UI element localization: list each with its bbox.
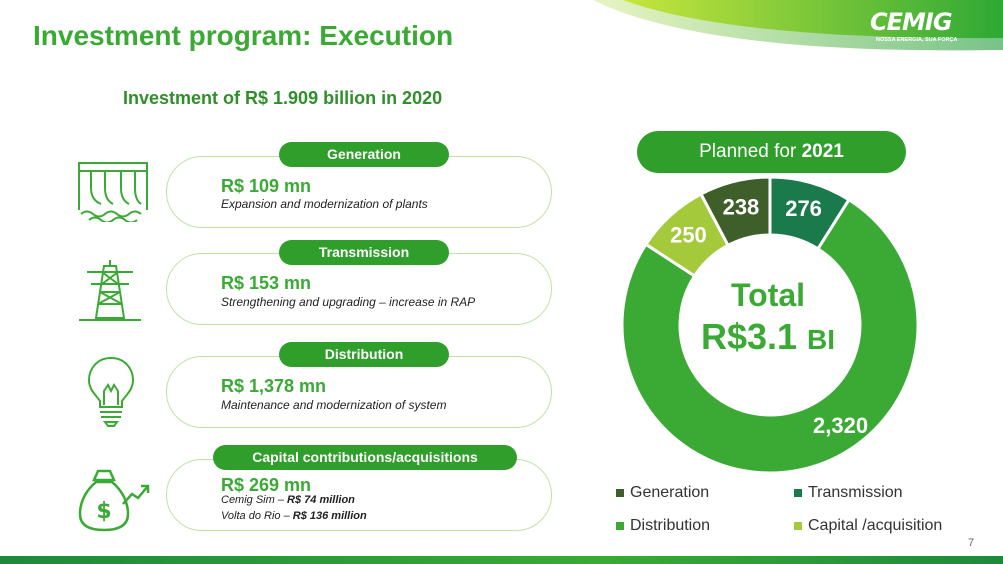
legend-swatch: [794, 521, 802, 530]
generation-description: Expansion and modernization of plants: [221, 197, 428, 211]
donut-data-label: 238: [723, 195, 760, 220]
planned-year: 2021: [801, 141, 844, 162]
generation-amount: R$ 109 mn: [221, 176, 312, 196]
donut-data-label: 276: [785, 196, 822, 221]
total-value: R$3.1 BI: [668, 316, 868, 358]
distribution-amount: R$ 1,378 mn: [221, 376, 327, 396]
capital-amount: R$ 269 mn: [221, 475, 312, 495]
total-label: Total: [730, 277, 806, 313]
transmission-amount: R$ 153 mn: [221, 273, 312, 293]
capital-detail-row: Cemig Sim – R$ 74 million: [221, 494, 355, 506]
planned-header: Planned for 2021: [637, 131, 906, 173]
page-title: Investment program: Execution: [33, 20, 454, 51]
legend-swatch: [794, 488, 802, 497]
legend-label: Capital /acquisition: [808, 517, 943, 534]
legend-item-generation: Generation: [616, 484, 709, 502]
hydro-plant-icon: [78, 162, 148, 222]
donut-slice-generation: [698, 175, 772, 248]
money-bag-icon: $: [78, 469, 150, 532]
detail-value: R$ 136 million: [292, 510, 367, 522]
distribution-label: Distribution: [279, 342, 449, 367]
header-decoration: [593, 0, 1003, 51]
donut-data-label: 2,320: [813, 413, 868, 438]
detail-name: Cemig Sim –: [221, 494, 284, 506]
donut-data-label: 250: [670, 223, 707, 248]
capital-detail-row: Volta do Rio – R$ 136 million: [221, 510, 367, 522]
capital-label: Capital contributions/acquisitions: [213, 445, 517, 470]
planned-prefix: Planned for: [699, 141, 802, 162]
footer-bar: [0, 556, 1003, 564]
legend-swatch: [616, 521, 624, 530]
transmission-description: Strengthening and upgrading – increase i…: [221, 295, 476, 309]
legend-label: Distribution: [630, 517, 711, 534]
page-number: 7: [968, 537, 975, 549]
generation-label: Generation: [279, 142, 449, 167]
total-unit: BI: [807, 324, 836, 355]
detail-value: R$ 74 million: [287, 494, 355, 506]
cemig-logo: CEMIG NOSSA ENERGIA, SUA FORÇA: [860, 8, 980, 48]
legend-item-transmission: Transmission: [794, 484, 903, 502]
legend-swatch: [616, 488, 624, 497]
distribution-description: Maintenance and modernization of system: [221, 398, 447, 412]
logo-tagline: NOSSA ENERGIA, SUA FORÇA: [876, 37, 958, 43]
transmission-label: Transmission: [279, 240, 449, 265]
logo-text: CEMIG: [870, 8, 953, 36]
subtitle: Investment of R$ 1.909 billion in 2020: [123, 88, 443, 108]
legend-item-distribution: Distribution: [616, 517, 710, 535]
light-bulb-icon: [87, 356, 135, 427]
transmission-tower-icon: [79, 260, 141, 321]
legend-item-capital: Capital /acquisition: [794, 517, 942, 535]
legend-label: Generation: [630, 484, 710, 501]
legend-label: Transmission: [808, 484, 903, 501]
investment-donut-chart: 276 2,320 250 238: [620, 175, 920, 475]
donut-slice-distribution: [620, 197, 920, 475]
detail-name: Volta do Rio –: [221, 510, 290, 522]
total-amount: R$3.1: [700, 316, 798, 357]
svg-text:$: $: [96, 499, 111, 524]
